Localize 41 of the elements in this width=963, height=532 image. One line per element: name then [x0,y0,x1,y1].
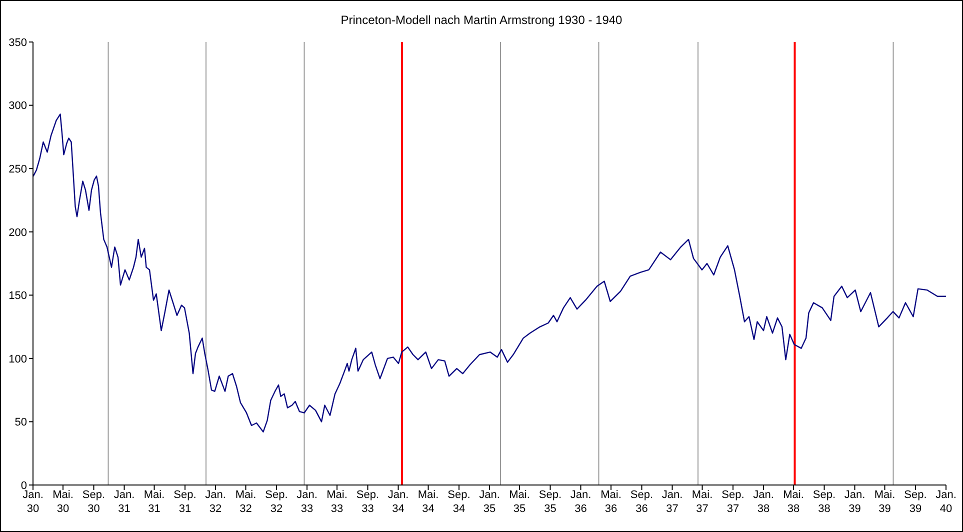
y-tick-label: 100 [8,353,27,366]
x-tick-label: Jan. 36 [570,489,592,515]
x-tick-label: Jan. 38 [753,489,774,515]
x-tick-label: Jan. 32 [205,489,226,515]
x-tick-label: Jan. 30 [22,489,44,515]
x-tick-label: Mai. 31 [144,489,165,515]
x-tick-label: Jan. 37 [662,489,683,515]
line-series [33,114,946,432]
x-tick-label: Sep. 33 [356,489,380,515]
x-tick-label: Jan. 39 [844,489,866,515]
x-tick-label: Mai. 35 [509,489,530,515]
x-tick-label: Jan. 35 [479,489,500,515]
x-tick-label: Mai. 30 [52,489,74,515]
x-tick-label: Sep. 37 [722,489,744,515]
x-tick-label: Sep. 35 [538,489,562,515]
x-tick-label: Sep. 32 [265,489,288,515]
x-tick-label: Sep. 38 [812,489,836,515]
x-tick-label: Sep. 30 [82,489,106,515]
x-tick-label: Mai. 37 [692,489,713,515]
x-tick-label: Sep. 36 [630,489,654,515]
y-tick-label: 150 [8,290,27,302]
x-tick-label: Mai. 32 [235,489,256,515]
x-tick-label: Jan. 33 [296,489,318,515]
x-tick-label: Mai. 39 [874,489,896,515]
x-tick-label: Jan. 31 [114,489,135,515]
y-tick-label: 50 [14,416,27,429]
y-tick-label: 200 [8,226,27,239]
y-tick-label: 300 [8,100,27,112]
y-tick-label: 350 [8,36,27,49]
y-tick-label: 0 [20,480,27,492]
chart-title: Princeton-Modell nach Martin Armstrong 1930 - 1940 [340,13,624,27]
x-tick-label: Sep. 39 [904,489,927,515]
x-tick-label: Sep. 34 [448,489,470,515]
x-tick-label: Mai. 33 [326,489,348,515]
x-tick-label: Jan. 40 [936,489,956,515]
x-tick-label: Mai. 34 [418,489,439,515]
x-tick-label: Mai. 36 [600,489,622,515]
x-tick-label: Mai. 38 [783,489,804,515]
x-tick-label: Sep. 31 [174,489,196,515]
y-tick-label: 250 [8,163,27,176]
x-tick-label: Jan. 34 [388,489,409,515]
